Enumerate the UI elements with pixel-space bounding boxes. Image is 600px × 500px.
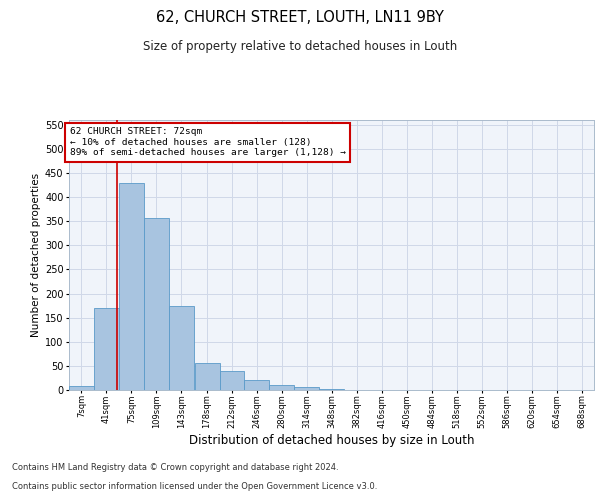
Bar [269, 384, 295, 390]
Y-axis label: Number of detached properties: Number of detached properties [31, 173, 41, 337]
Bar [295, 387, 319, 390]
Text: Contains public sector information licensed under the Open Government Licence v3: Contains public sector information licen… [12, 482, 377, 491]
Text: Size of property relative to detached houses in Louth: Size of property relative to detached ho… [143, 40, 457, 53]
Bar [119, 182, 144, 390]
Bar [194, 364, 220, 390]
Bar [169, 306, 194, 390]
Bar [69, 386, 94, 390]
Bar [94, 308, 119, 390]
Text: Contains HM Land Registry data © Crown copyright and database right 2024.: Contains HM Land Registry data © Crown c… [12, 464, 338, 472]
Bar [220, 371, 244, 390]
Bar [319, 388, 344, 390]
Text: 62, CHURCH STREET, LOUTH, LN11 9BY: 62, CHURCH STREET, LOUTH, LN11 9BY [156, 10, 444, 25]
Bar [144, 218, 169, 390]
Bar [244, 380, 269, 390]
Text: 62 CHURCH STREET: 72sqm
← 10% of detached houses are smaller (128)
89% of semi-d: 62 CHURCH STREET: 72sqm ← 10% of detache… [70, 127, 346, 157]
X-axis label: Distribution of detached houses by size in Louth: Distribution of detached houses by size … [189, 434, 474, 446]
